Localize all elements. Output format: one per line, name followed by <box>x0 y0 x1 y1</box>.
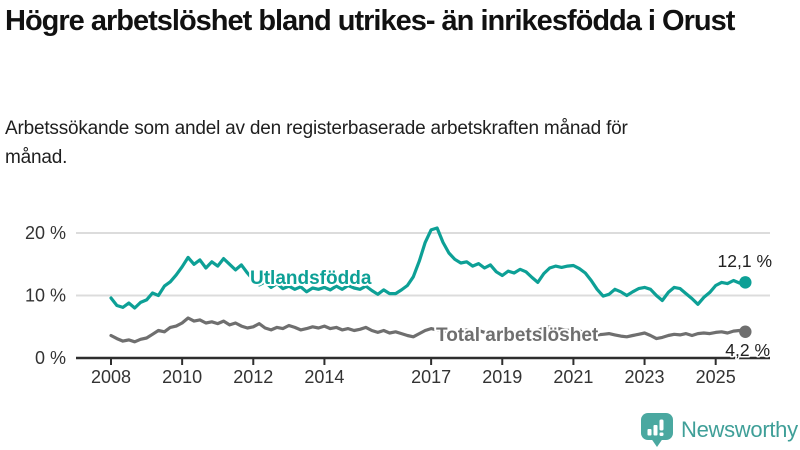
end-value-label-utlandsfodda: 12,1 % <box>718 251 772 271</box>
svg-text:2021: 2021 <box>553 367 593 387</box>
svg-text:10 %: 10 % <box>25 286 66 306</box>
chart-subtitle: Arbetssökande som andel av den registerb… <box>5 118 628 169</box>
svg-text:2017: 2017 <box>411 367 451 387</box>
svg-text:0 %: 0 % <box>35 348 66 368</box>
newsworthy-logo[interactable]: Newsworthy <box>640 412 798 448</box>
series-label-total-arbetsloshet: Total arbetslöshet <box>436 325 599 346</box>
svg-text:2008: 2008 <box>91 367 131 387</box>
chart-labels: Utlandsfödda Total arbetslöshet 12,1 % 4… <box>248 250 774 362</box>
svg-text:2010: 2010 <box>162 367 202 387</box>
newsworthy-wordmark: Newsworthy <box>681 417 798 442</box>
line-chart: 0 % 10 % 20 % 2008 2010 2012 2014 2017 2019 2021 2… <box>25 223 774 387</box>
series-label-utlandsfodda: Utlandsfödda <box>250 268 372 289</box>
svg-text:2012: 2012 <box>233 367 273 387</box>
end-value-label-total: 4,2 % <box>725 340 770 360</box>
svg-text:2023: 2023 <box>625 367 665 387</box>
svg-text:2025: 2025 <box>696 367 736 387</box>
chart-plot-area: 0 % 10 % 20 % 2008 2010 2012 2014 2017 2019 2021 2… <box>25 223 770 387</box>
svg-text:20 %: 20 % <box>25 223 66 243</box>
newsworthy-bubble-chart-icon <box>641 413 673 447</box>
chart-title: Högre arbetslöshet bland utrikes- än inr… <box>5 5 735 37</box>
svg-text:2014: 2014 <box>304 367 344 387</box>
svg-text:2019: 2019 <box>482 367 522 387</box>
